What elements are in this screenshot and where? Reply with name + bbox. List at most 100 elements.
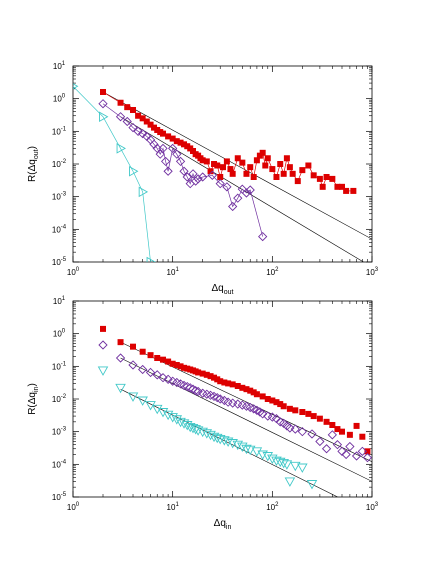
- data-point-square: [181, 141, 188, 148]
- data-point-triangle-down: [222, 437, 234, 447]
- data-point-square: [203, 371, 210, 378]
- series-line-cyan-triangles: [73, 86, 151, 262]
- data-point-triangle-down: [115, 383, 126, 394]
- data-point-square: [269, 166, 276, 173]
- data-point-triangle-down: [211, 433, 223, 444]
- bottom-panel: 100 101 102 103 10-5 10-4 10-3 10-2 10-1 100 101 Δq…: [27, 296, 379, 531]
- data-point-square: [211, 374, 218, 381]
- data-point-diamond: [175, 156, 186, 167]
- y-tick-label: 101: [53, 61, 66, 71]
- data-point-diamond: [215, 179, 225, 189]
- data-point-square: [334, 183, 341, 190]
- data-point-triangle-down: [187, 423, 199, 434]
- data-point-triangle-right: [138, 186, 149, 198]
- data-point-square: [310, 172, 317, 179]
- data-point-square: [173, 361, 180, 368]
- data-point-square: [316, 175, 323, 182]
- data-point-square: [329, 175, 336, 182]
- data-point-square: [227, 166, 234, 173]
- data-point-square: [217, 378, 224, 385]
- data-point-square: [253, 157, 260, 164]
- data-point-triangle-down: [278, 459, 289, 469]
- data-point-diamond: [160, 156, 171, 167]
- data-point-diamond: [190, 176, 201, 186]
- data-point-diamond: [207, 170, 217, 180]
- series-purple-diamonds: [98, 99, 268, 242]
- data-point-diamond: [190, 386, 201, 396]
- y-tick-label: 10-5: [52, 257, 67, 267]
- data-point-square: [323, 173, 330, 180]
- data-point-square: [239, 384, 246, 391]
- x-tick-label: 103: [366, 502, 379, 512]
- data-point-square: [264, 155, 271, 162]
- data-point-square: [243, 386, 250, 393]
- y-tick-label: 10-1: [52, 361, 67, 371]
- data-point-diamond: [198, 172, 208, 182]
- data-point-diamond: [258, 409, 268, 419]
- data-point-square: [199, 157, 206, 164]
- data-point-square: [229, 170, 236, 177]
- data-point-square: [151, 124, 158, 131]
- y-tick-label: 10-5: [52, 492, 67, 502]
- y-tick-label: 10-3: [52, 427, 67, 437]
- data-point-diamond: [138, 364, 148, 375]
- data-point-diamond: [115, 112, 126, 122]
- data-point-triangle-right: [146, 256, 156, 262]
- data-point-square: [203, 158, 210, 165]
- data-point-diamond: [209, 391, 219, 402]
- data-point-square: [139, 348, 146, 355]
- data-point-diamond: [222, 182, 232, 192]
- data-point-diamond: [241, 188, 252, 198]
- data-point-square: [273, 173, 280, 180]
- data-point-diamond: [149, 139, 159, 149]
- x-tick-label: 103: [366, 267, 379, 277]
- data-point-square: [217, 173, 224, 180]
- data-point-diamond: [321, 444, 332, 454]
- data-point-diamond: [145, 367, 156, 378]
- data-point-square: [289, 170, 296, 177]
- data-point-square: [130, 343, 137, 350]
- data-point-diamond: [163, 166, 173, 176]
- data-point-diamond: [315, 436, 325, 447]
- data-point-diamond: [128, 360, 138, 370]
- data-point-triangle-down: [192, 426, 204, 436]
- data-point-square: [280, 170, 287, 177]
- data-point-square: [253, 391, 260, 398]
- data-point-triangle-down: [262, 452, 274, 462]
- data-point-diamond: [212, 393, 222, 403]
- data-point-square: [139, 115, 146, 122]
- data-point-square: [239, 159, 246, 166]
- x-axis-label: Δqin: [214, 518, 232, 531]
- data-point-square: [323, 418, 330, 425]
- data-point-diamond: [193, 174, 203, 184]
- y-axis-label: R(Δqin): [27, 383, 40, 415]
- series-cyan-triangles: [97, 366, 318, 490]
- data-point-square: [262, 162, 269, 169]
- data-point-square: [160, 130, 167, 137]
- data-point-triangle-down: [197, 427, 208, 438]
- data-point-triangle-right: [73, 83, 79, 90]
- data-point-diamond: [290, 424, 300, 434]
- data-point-triangle-down: [274, 457, 286, 468]
- data-point-square: [154, 354, 161, 361]
- data-point-triangle-down: [201, 429, 213, 439]
- data-point-square: [177, 139, 184, 146]
- y-tick-label: 10-2: [52, 159, 67, 169]
- data-point-diamond: [115, 353, 126, 363]
- data-point-diamond: [168, 143, 178, 154]
- data-point-square: [147, 352, 154, 359]
- data-point-square: [269, 397, 276, 404]
- data-point-square: [117, 99, 124, 106]
- data-point-square: [359, 433, 366, 440]
- data-point-diamond: [98, 340, 108, 350]
- data-point-square: [277, 161, 284, 167]
- data-point-diamond: [163, 374, 173, 384]
- y-tick-label: 100: [53, 94, 66, 104]
- data-point-diamond: [362, 453, 372, 463]
- data-point-diamond: [152, 370, 162, 380]
- data-point-square: [190, 148, 197, 155]
- data-point-diamond: [128, 122, 138, 133]
- data-point-square: [316, 415, 323, 422]
- data-point-square: [165, 358, 172, 365]
